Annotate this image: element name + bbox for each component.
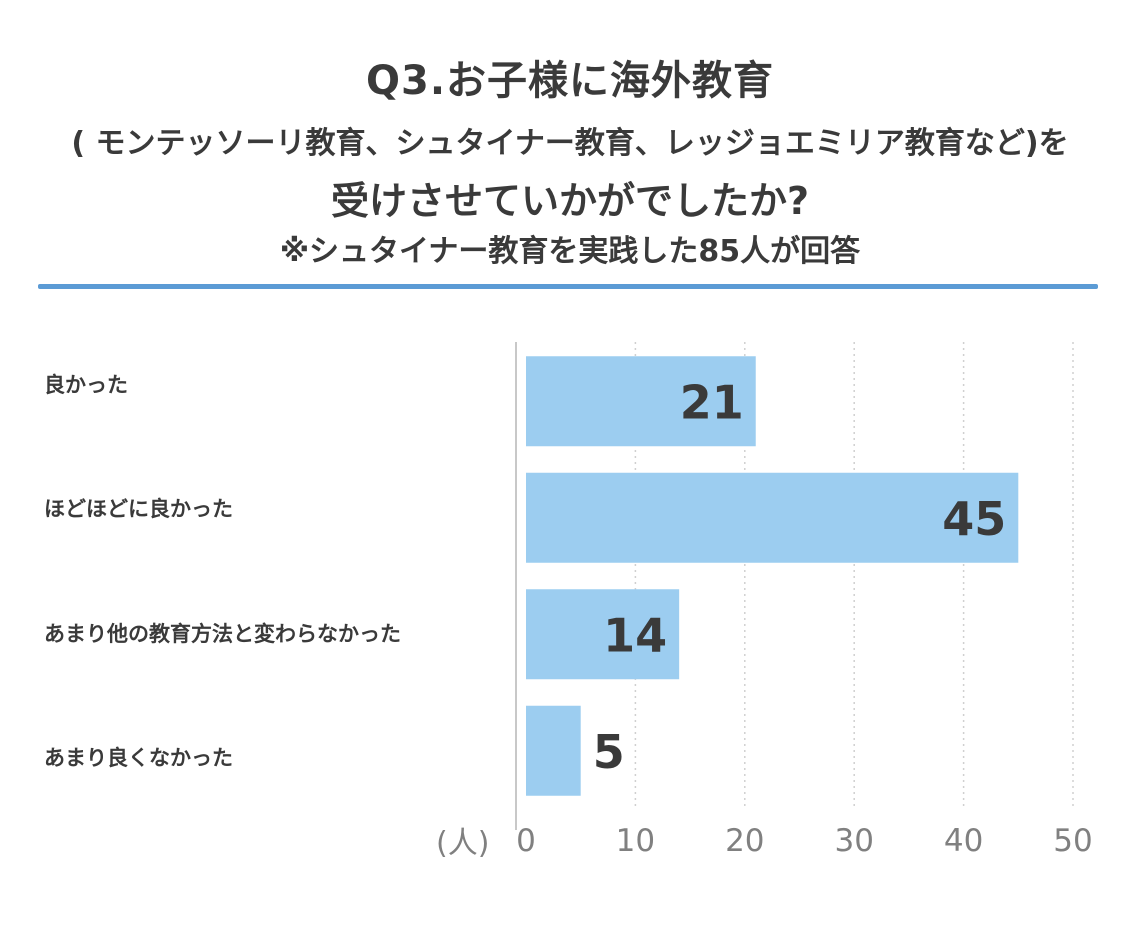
chart-subtitle: ※シュタイナー教育を実践した85人が回答 — [279, 234, 861, 269]
chart-title-examples: ( モンテッソーリ教育、シュタイナー教育、レッジョエミリア教育など)を — [71, 126, 1069, 161]
x-tick-label-50: 50 — [1053, 823, 1092, 859]
category-label-1: 良かった — [44, 373, 128, 397]
x-tick-label-0: 0 — [516, 823, 536, 859]
chart-title: Q3.お子様に海外教育 — [365, 58, 775, 104]
x-tick-label-10: 10 — [616, 823, 655, 859]
x-axis-unit-label: (人) — [436, 826, 490, 861]
bar-2 — [526, 472, 1019, 563]
category-label-4: あまり良くなかった — [44, 746, 233, 770]
data-label-2: 45 — [942, 492, 1006, 546]
bar-4 — [526, 705, 581, 796]
data-label-1: 21 — [680, 375, 744, 429]
data-label-3: 14 — [603, 608, 667, 662]
x-tick-label-30: 30 — [834, 823, 873, 859]
title-divider — [38, 284, 1098, 289]
bar-1 — [526, 356, 756, 447]
category-label-3: あまり他の教育方法と変わらなかった — [44, 622, 401, 646]
category-label-2: ほどほどに良かった — [44, 497, 233, 521]
x-tick-label-40: 40 — [944, 823, 983, 859]
chart-title-question: 受けさせていかがでしたか? — [330, 179, 810, 223]
data-label-4: 5 — [593, 725, 625, 779]
bar-3 — [526, 589, 680, 680]
x-tick-label-20: 20 — [725, 823, 764, 859]
